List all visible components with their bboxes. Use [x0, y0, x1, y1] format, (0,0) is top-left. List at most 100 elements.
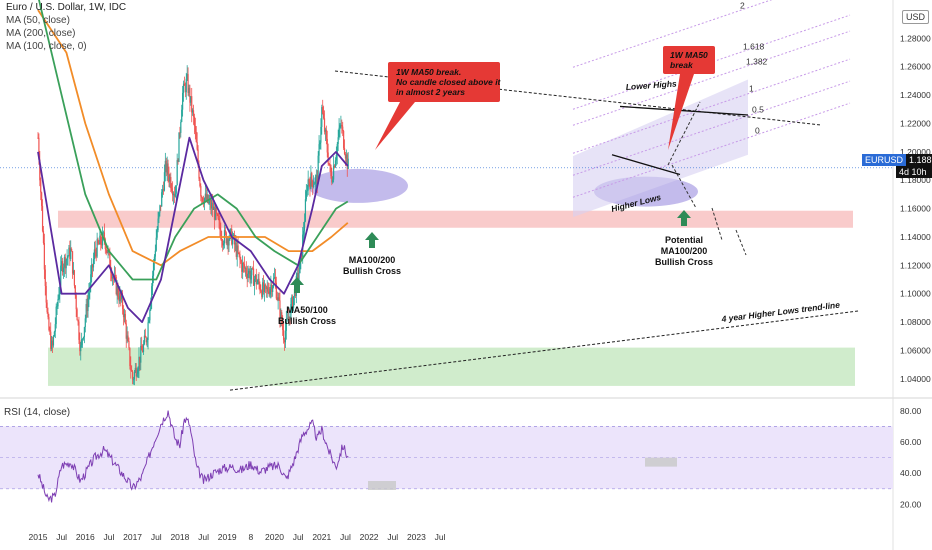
candle-body [318, 144, 320, 156]
candle-body [203, 198, 206, 205]
candle-body [259, 283, 261, 291]
higher-lows-trendline [229, 310, 861, 391]
candle-body [41, 205, 44, 231]
candle-body [236, 245, 238, 257]
candle-body [50, 331, 52, 349]
callout-right-box [663, 46, 715, 74]
candle-body [165, 160, 167, 173]
fib-line-0 [572, 102, 851, 198]
candle-body [156, 230, 158, 238]
candle-body [149, 309, 151, 321]
candle-body [344, 154, 347, 159]
candle-body [212, 202, 214, 210]
candle-body [248, 270, 250, 274]
candle-body [169, 177, 171, 182]
channel-shade [573, 79, 748, 218]
currency-button[interactable]: USD [902, 10, 930, 24]
candle-body [151, 286, 153, 301]
candle-body [290, 304, 292, 320]
candle-body [94, 249, 96, 252]
candle-body [57, 298, 59, 307]
candle-body [252, 268, 255, 286]
candle-body [172, 191, 174, 196]
candle-body [241, 262, 243, 272]
time-tick-label: Jul [435, 532, 446, 542]
candle-body [197, 149, 199, 165]
candle-body [338, 127, 340, 138]
candle-body [316, 174, 318, 185]
candle-body [65, 259, 67, 269]
candle-body [129, 347, 131, 367]
candle-body [138, 356, 140, 370]
candle-body [222, 243, 225, 246]
candle-body [209, 199, 211, 202]
fib-label: 0.5 [752, 104, 764, 114]
candle-body [68, 247, 70, 257]
countdown-badge: 4d 10h [896, 166, 932, 178]
candle-body [53, 331, 55, 337]
candle-body [83, 327, 85, 338]
candle-body [269, 288, 271, 295]
candle-body [230, 228, 232, 231]
candle-body [95, 251, 97, 257]
candle-body [225, 232, 227, 244]
ma50-label[interactable]: MA (50, close) [6, 15, 70, 26]
candle-body [244, 268, 246, 270]
candle-body [287, 317, 289, 320]
callout-top-text: in almost 2 years [396, 87, 465, 97]
price-tick-label: 1.04000 [900, 374, 931, 384]
candle-body [322, 107, 324, 114]
candle-body [334, 160, 337, 168]
candle-body [282, 329, 285, 341]
candle-body [306, 190, 308, 192]
candle-body [101, 232, 104, 246]
candle-body [188, 87, 190, 93]
projection-down-1 [671, 164, 697, 209]
candle-body [310, 173, 312, 189]
candle-body [260, 290, 262, 292]
candle-body [192, 110, 194, 113]
candle-body [199, 178, 201, 187]
candle-body [275, 282, 277, 299]
candle-body [323, 118, 326, 132]
candle-body [194, 126, 196, 132]
candle-body [330, 165, 332, 176]
candle-body [56, 306, 58, 308]
candle-body [52, 336, 55, 346]
candle-body [107, 250, 109, 253]
candle-body [341, 125, 343, 127]
candle-body [174, 193, 176, 197]
candle-body [235, 242, 237, 257]
candle-body [347, 158, 349, 170]
candle-body [189, 87, 191, 103]
candle-body [86, 304, 88, 312]
candle-body [315, 174, 317, 178]
candle-body [190, 96, 192, 103]
candle-body [191, 96, 193, 113]
candle-body [335, 155, 337, 161]
candle-body [114, 275, 116, 277]
candle-body [283, 340, 286, 343]
time-tick-label: Jul [198, 532, 209, 542]
time-tick-label: 2017 [123, 532, 142, 542]
candle-body [184, 85, 186, 93]
candle-body [218, 218, 220, 221]
ma100-label[interactable]: MA (100, close, 0) [6, 41, 87, 52]
candle-body [278, 297, 280, 301]
ma200-label[interactable]: MA (200, close) [6, 28, 76, 39]
candle-body [296, 273, 298, 277]
candle-body [71, 248, 73, 252]
candle-body [162, 189, 164, 193]
candle-body [314, 177, 317, 184]
candle-body [246, 273, 248, 278]
candle-body [277, 297, 279, 301]
candle-body [271, 284, 273, 292]
candle-body [100, 235, 102, 245]
callout-top-text: No candle closed above it [396, 77, 502, 87]
candle-body [126, 335, 128, 339]
candle-body [238, 252, 240, 254]
fib-label: 0 [755, 125, 760, 135]
cross2-arrow [365, 232, 379, 248]
candle-body [154, 250, 156, 257]
candle-body [111, 272, 113, 279]
